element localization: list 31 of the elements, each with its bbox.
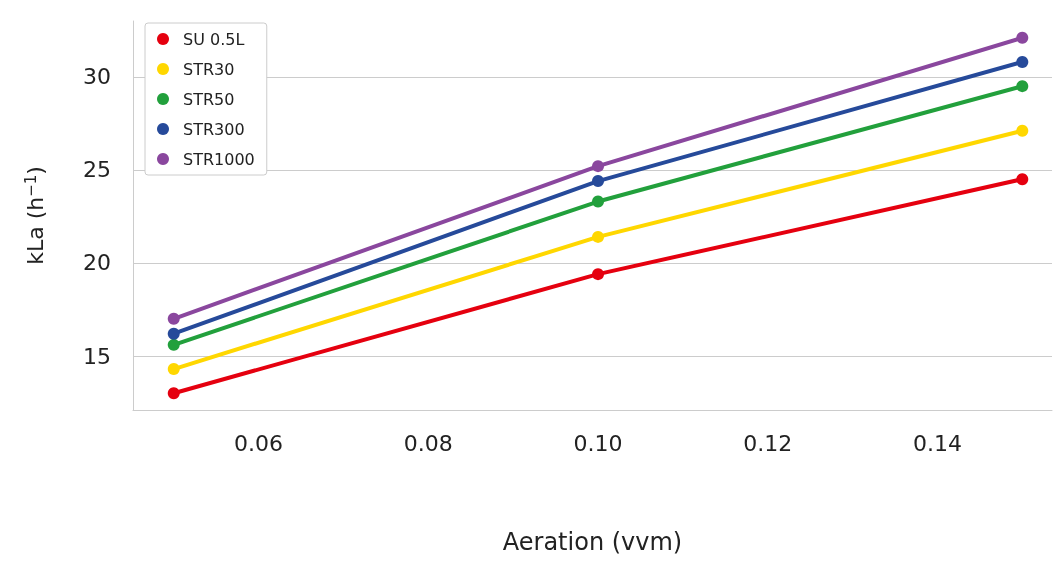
x-tick-label: 0.14 [912,430,962,456]
legend-label: STR50 [183,89,235,109]
point [592,268,605,281]
x-axis-title: Aeration (vvm) [502,528,683,556]
point [592,230,605,243]
point [167,338,180,351]
y-tick-label: 30 [83,64,111,90]
point [592,160,605,173]
x-tick-label: 0.12 [743,430,793,456]
y-tick-label: 25 [83,157,111,183]
point [1016,173,1029,186]
y-tick-label: 20 [83,250,111,276]
y-axis-title: kLa (h−1) [21,166,48,265]
legend-label: STR1000 [183,149,255,169]
point [167,363,180,376]
point [167,387,180,400]
point [1016,55,1029,68]
y-tick-label: 15 [83,343,111,369]
x-tick-label: 0.10 [573,430,623,456]
point [592,175,605,188]
point [167,327,180,340]
point [1016,80,1029,93]
legend-label: STR30 [183,59,235,79]
x-tick-label: 0.06 [234,430,284,456]
point [167,312,180,325]
x-tick-label: 0.08 [403,430,453,456]
legend-label: STR300 [183,119,245,139]
point [1016,124,1029,137]
point [1016,31,1029,44]
legend-label: SU 0.5L [183,29,245,49]
point [592,195,605,208]
